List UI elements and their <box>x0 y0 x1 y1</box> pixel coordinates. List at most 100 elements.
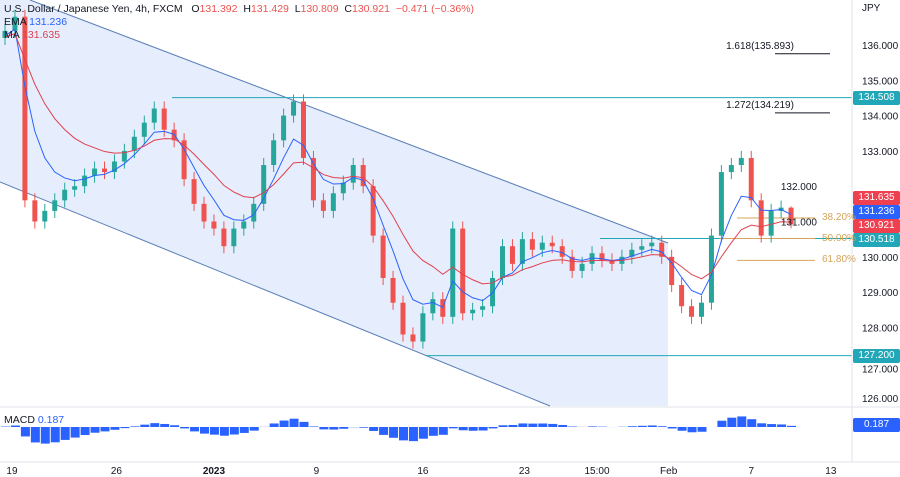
macd-bar <box>319 427 329 430</box>
channel-upper-line[interactable] <box>29 0 669 244</box>
candle <box>708 235 714 303</box>
candle <box>579 263 585 271</box>
macd-bar <box>160 423 170 427</box>
candle <box>191 179 197 204</box>
ema-line <box>4 28 792 308</box>
candle <box>310 157 316 201</box>
macd-bar <box>10 425 20 427</box>
candle <box>32 200 38 222</box>
high-value: 131.429 <box>250 3 289 15</box>
low-value: 130.809 <box>300 3 339 15</box>
macd-bar <box>219 427 229 436</box>
macd-bar <box>528 423 538 427</box>
candle <box>490 277 496 307</box>
macd-legend[interactable]: MACD 0.187 <box>4 414 64 426</box>
macd-bar <box>548 423 558 427</box>
ema-legend[interactable]: EMA 131.236 <box>4 16 67 28</box>
x-tick-label: 23 <box>519 466 531 477</box>
x-tick-label: 15:00 <box>585 466 610 477</box>
high-label: H <box>243 3 251 15</box>
x-tick-label: 9 <box>314 466 320 477</box>
price-tag: 131.236 <box>853 205 900 219</box>
candle <box>82 175 88 187</box>
macd-bar <box>329 427 339 430</box>
candle <box>121 150 127 162</box>
y-tick-label: 134.000 <box>862 112 899 123</box>
macd-bar <box>777 424 787 427</box>
macd-bar <box>458 427 468 431</box>
macd-bar <box>200 427 209 434</box>
candle <box>669 256 675 286</box>
y-tick-label: 128.000 <box>862 323 899 334</box>
macd-bar <box>498 425 508 427</box>
macd-bar <box>787 425 797 427</box>
macd-bar <box>438 427 448 435</box>
candle <box>201 203 207 222</box>
candle <box>788 207 794 225</box>
candle <box>131 136 137 151</box>
candle <box>241 221 247 229</box>
macd-bar <box>399 427 408 441</box>
candle <box>141 122 147 137</box>
candle <box>102 168 107 173</box>
x-tick-label: 13 <box>825 466 837 477</box>
macd-bar <box>717 420 727 427</box>
candle <box>758 200 764 236</box>
macd-bar <box>627 426 637 427</box>
candle <box>380 235 386 278</box>
candle <box>231 228 237 247</box>
macd-bar <box>80 427 90 436</box>
ema-value: 131.236 <box>29 16 68 28</box>
macd-bar <box>309 426 319 427</box>
macd-bar <box>468 427 478 431</box>
macd-bar <box>279 420 289 427</box>
change-value: −0.471 (−0.36%) <box>395 3 475 15</box>
ma-label: MA <box>4 29 20 41</box>
macd-bar <box>747 419 757 427</box>
macd-bar <box>150 423 160 427</box>
ema-label: EMA <box>4 16 27 28</box>
candle <box>699 302 704 317</box>
candle <box>52 200 58 211</box>
macd-bar <box>428 427 438 436</box>
price-tag: 131.635 <box>853 191 900 205</box>
macd-bar <box>448 427 458 429</box>
macd-bar <box>538 423 548 427</box>
candle <box>549 242 555 247</box>
fib-level-label: 38.20% <box>822 211 856 223</box>
macd-bar <box>657 426 667 427</box>
candle <box>151 108 157 123</box>
candle <box>679 285 685 307</box>
candle <box>728 165 734 173</box>
macd-bar <box>299 421 309 427</box>
candle <box>42 210 48 222</box>
macd-bar <box>209 427 219 435</box>
low-label: L <box>294 3 301 15</box>
macd-bar <box>508 424 518 427</box>
candle <box>609 260 615 264</box>
candle <box>330 193 336 211</box>
candle <box>639 246 645 250</box>
x-tick-label: 7 <box>748 466 754 477</box>
candle <box>470 309 476 314</box>
ma-legend[interactable]: MA 131.635 <box>4 29 60 41</box>
candle <box>92 168 98 176</box>
macd-bar <box>20 427 30 437</box>
macd-bar <box>40 427 50 444</box>
candle <box>440 299 446 317</box>
candle <box>569 256 575 271</box>
channel-lower-line[interactable] <box>0 181 551 407</box>
candle <box>718 172 724 236</box>
y-tick-label: 130.000 <box>862 253 899 264</box>
macd-bar <box>389 427 399 438</box>
candle <box>738 157 744 166</box>
candle <box>410 334 416 342</box>
candle <box>539 242 545 250</box>
y-tick-label: 129.000 <box>862 288 899 299</box>
macd-bar <box>180 427 190 429</box>
y-tick-label: 126.000 <box>862 394 899 405</box>
macd-bar <box>130 426 140 427</box>
candle <box>649 242 655 247</box>
macd-bar <box>170 425 180 427</box>
